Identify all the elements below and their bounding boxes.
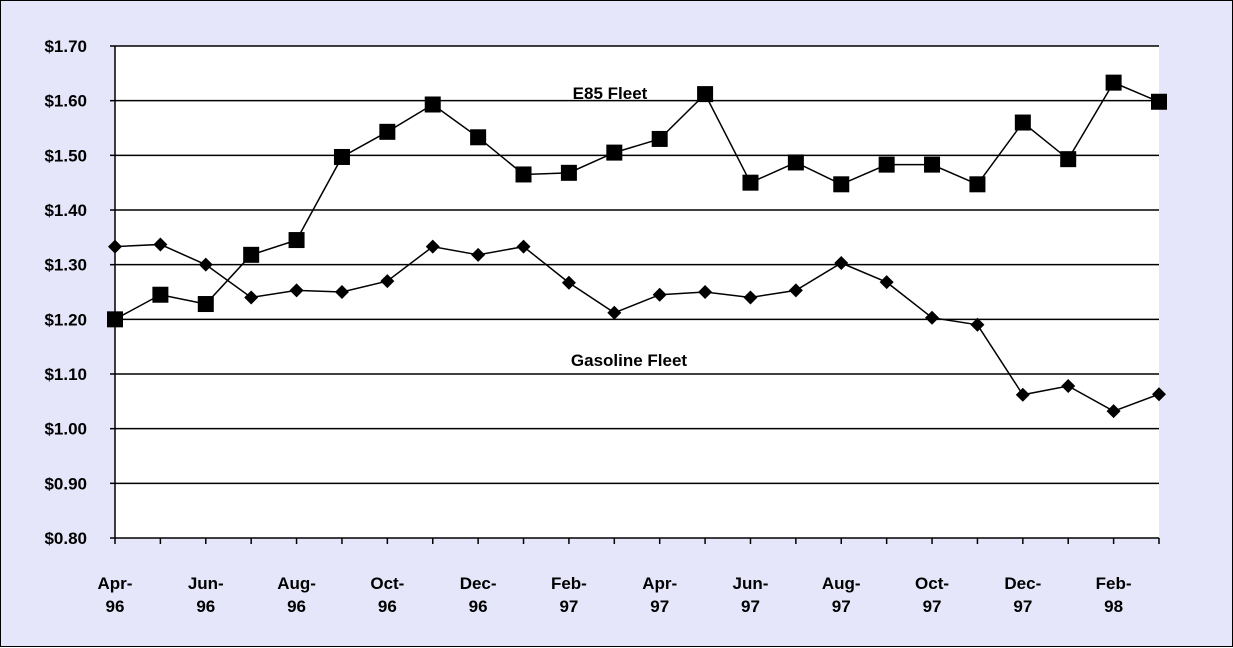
gasoline-data-point (879, 275, 894, 290)
gasoline-data-point (561, 275, 576, 290)
e85-data-point (969, 176, 986, 193)
x-tick-label: 97 (741, 597, 760, 616)
x-tick-label: Jun- (733, 574, 769, 593)
plot-area (115, 46, 1159, 538)
gasoline-data-point (471, 247, 486, 262)
e85-data-point (107, 311, 123, 328)
gasoline-data-point (153, 237, 168, 252)
x-tick-label: 97 (559, 597, 578, 616)
x-tick-label: Feb- (1096, 574, 1132, 593)
x-tick-label: 97 (923, 597, 942, 616)
series-layer (107, 74, 1167, 419)
y-tick-label: $1.30 (44, 256, 87, 275)
e85-data-point (379, 123, 396, 140)
e85-data-point (1105, 74, 1122, 91)
gasoline-data-point (380, 274, 395, 289)
axes (110, 45, 1160, 544)
y-tick-label: $1.40 (44, 201, 87, 220)
gasoline-data-point (425, 239, 440, 254)
gasoline-data-point (1106, 404, 1121, 419)
e85-data-point (470, 129, 487, 146)
e85-data-point (833, 176, 850, 193)
x-tick-label: 98 (1104, 597, 1123, 616)
e85-data-point (515, 166, 532, 183)
y-tick-labels: $1.70 $1.60 $1.50 $1.40 $1.30 $1.20 $1.10 $1.00… (44, 37, 87, 548)
e85-data-point (787, 154, 804, 171)
e85-data-point (560, 164, 577, 181)
y-tick-label: $1.60 (44, 92, 87, 111)
gasoline-data-point (198, 257, 213, 272)
gasoline-data-point (334, 285, 349, 299)
x-tick-label: Aug- (822, 574, 861, 593)
e85-data-point (424, 96, 441, 113)
e85-data-point (878, 156, 895, 173)
gasoline-data-point (244, 290, 259, 305)
x-tick-label: 97 (1013, 597, 1032, 616)
x-tick-label: Aug- (277, 574, 316, 593)
gasoline-data-point (925, 310, 940, 325)
x-tick-label: 97 (650, 597, 669, 616)
y-tick-label: $1.00 (44, 420, 87, 439)
e85-data-point (651, 130, 668, 147)
gridlines (115, 45, 1159, 485)
x-tick-label: 96 (378, 597, 397, 616)
e85-data-point (152, 286, 169, 303)
x-tick-label: 96 (287, 597, 306, 616)
gasoline-data-point (607, 305, 622, 320)
e85-data-point (243, 246, 260, 263)
e85-data-point (333, 148, 350, 165)
y-tick-label: $1.70 (44, 37, 87, 56)
gasoline-data-point (834, 256, 849, 271)
gasoline-data-point (788, 283, 803, 298)
gasoline-data-point (289, 283, 304, 298)
x-tick-label: Oct- (370, 574, 404, 593)
gasoline-data-point (516, 239, 531, 254)
x-tick-label: 97 (832, 597, 851, 616)
x-tick-label: Apr- (642, 574, 677, 593)
y-tick-label: $1.20 (44, 310, 87, 329)
y-tick-label: $0.90 (44, 474, 87, 493)
x-tick-label: 96 (469, 597, 488, 616)
y-tick-label: $1.50 (44, 146, 87, 165)
e85-data-point (1060, 151, 1077, 168)
e85-data-point (606, 144, 623, 161)
series-line-gasoline (114, 243, 1160, 412)
e85-data-point (1014, 114, 1031, 131)
x-tick-labels: Apr- 96 Jun- 96 Aug- 96 Oct- 96 Dec- 96 Feb- 97 Apr-… (98, 574, 1132, 616)
series-label-e85: E85 Fleet (573, 84, 648, 103)
gasoline-data-point (743, 290, 758, 305)
x-tick-label: Oct- (915, 574, 949, 593)
x-tick-label: Apr- (98, 574, 133, 593)
e85-data-point (697, 86, 714, 103)
x-tick-label: Feb- (551, 574, 587, 593)
x-tick-label: Dec- (460, 574, 497, 593)
y-tick-label: $1.10 (44, 365, 87, 384)
x-tick-label: Jun- (188, 574, 224, 593)
gasoline-data-point (1152, 387, 1166, 402)
e85-data-point (288, 232, 305, 249)
e85-data-point (924, 156, 941, 173)
gasoline-data-point (698, 285, 713, 299)
x-tick-label: Dec- (1004, 574, 1041, 593)
gasoline-data-point (970, 317, 985, 332)
e85-data-point (742, 174, 759, 191)
x-tick-label: 96 (106, 597, 125, 616)
series-label-gasoline: Gasoline Fleet (571, 351, 688, 370)
e85-data-point (197, 296, 214, 313)
e85-data-point (1151, 93, 1167, 110)
gasoline-data-point (108, 239, 122, 254)
x-tick-label: 96 (196, 597, 215, 616)
gasoline-data-point (1061, 379, 1076, 394)
y-tick-label: $0.80 (44, 529, 87, 548)
gasoline-data-point (1015, 387, 1030, 402)
gasoline-data-point (652, 287, 667, 302)
